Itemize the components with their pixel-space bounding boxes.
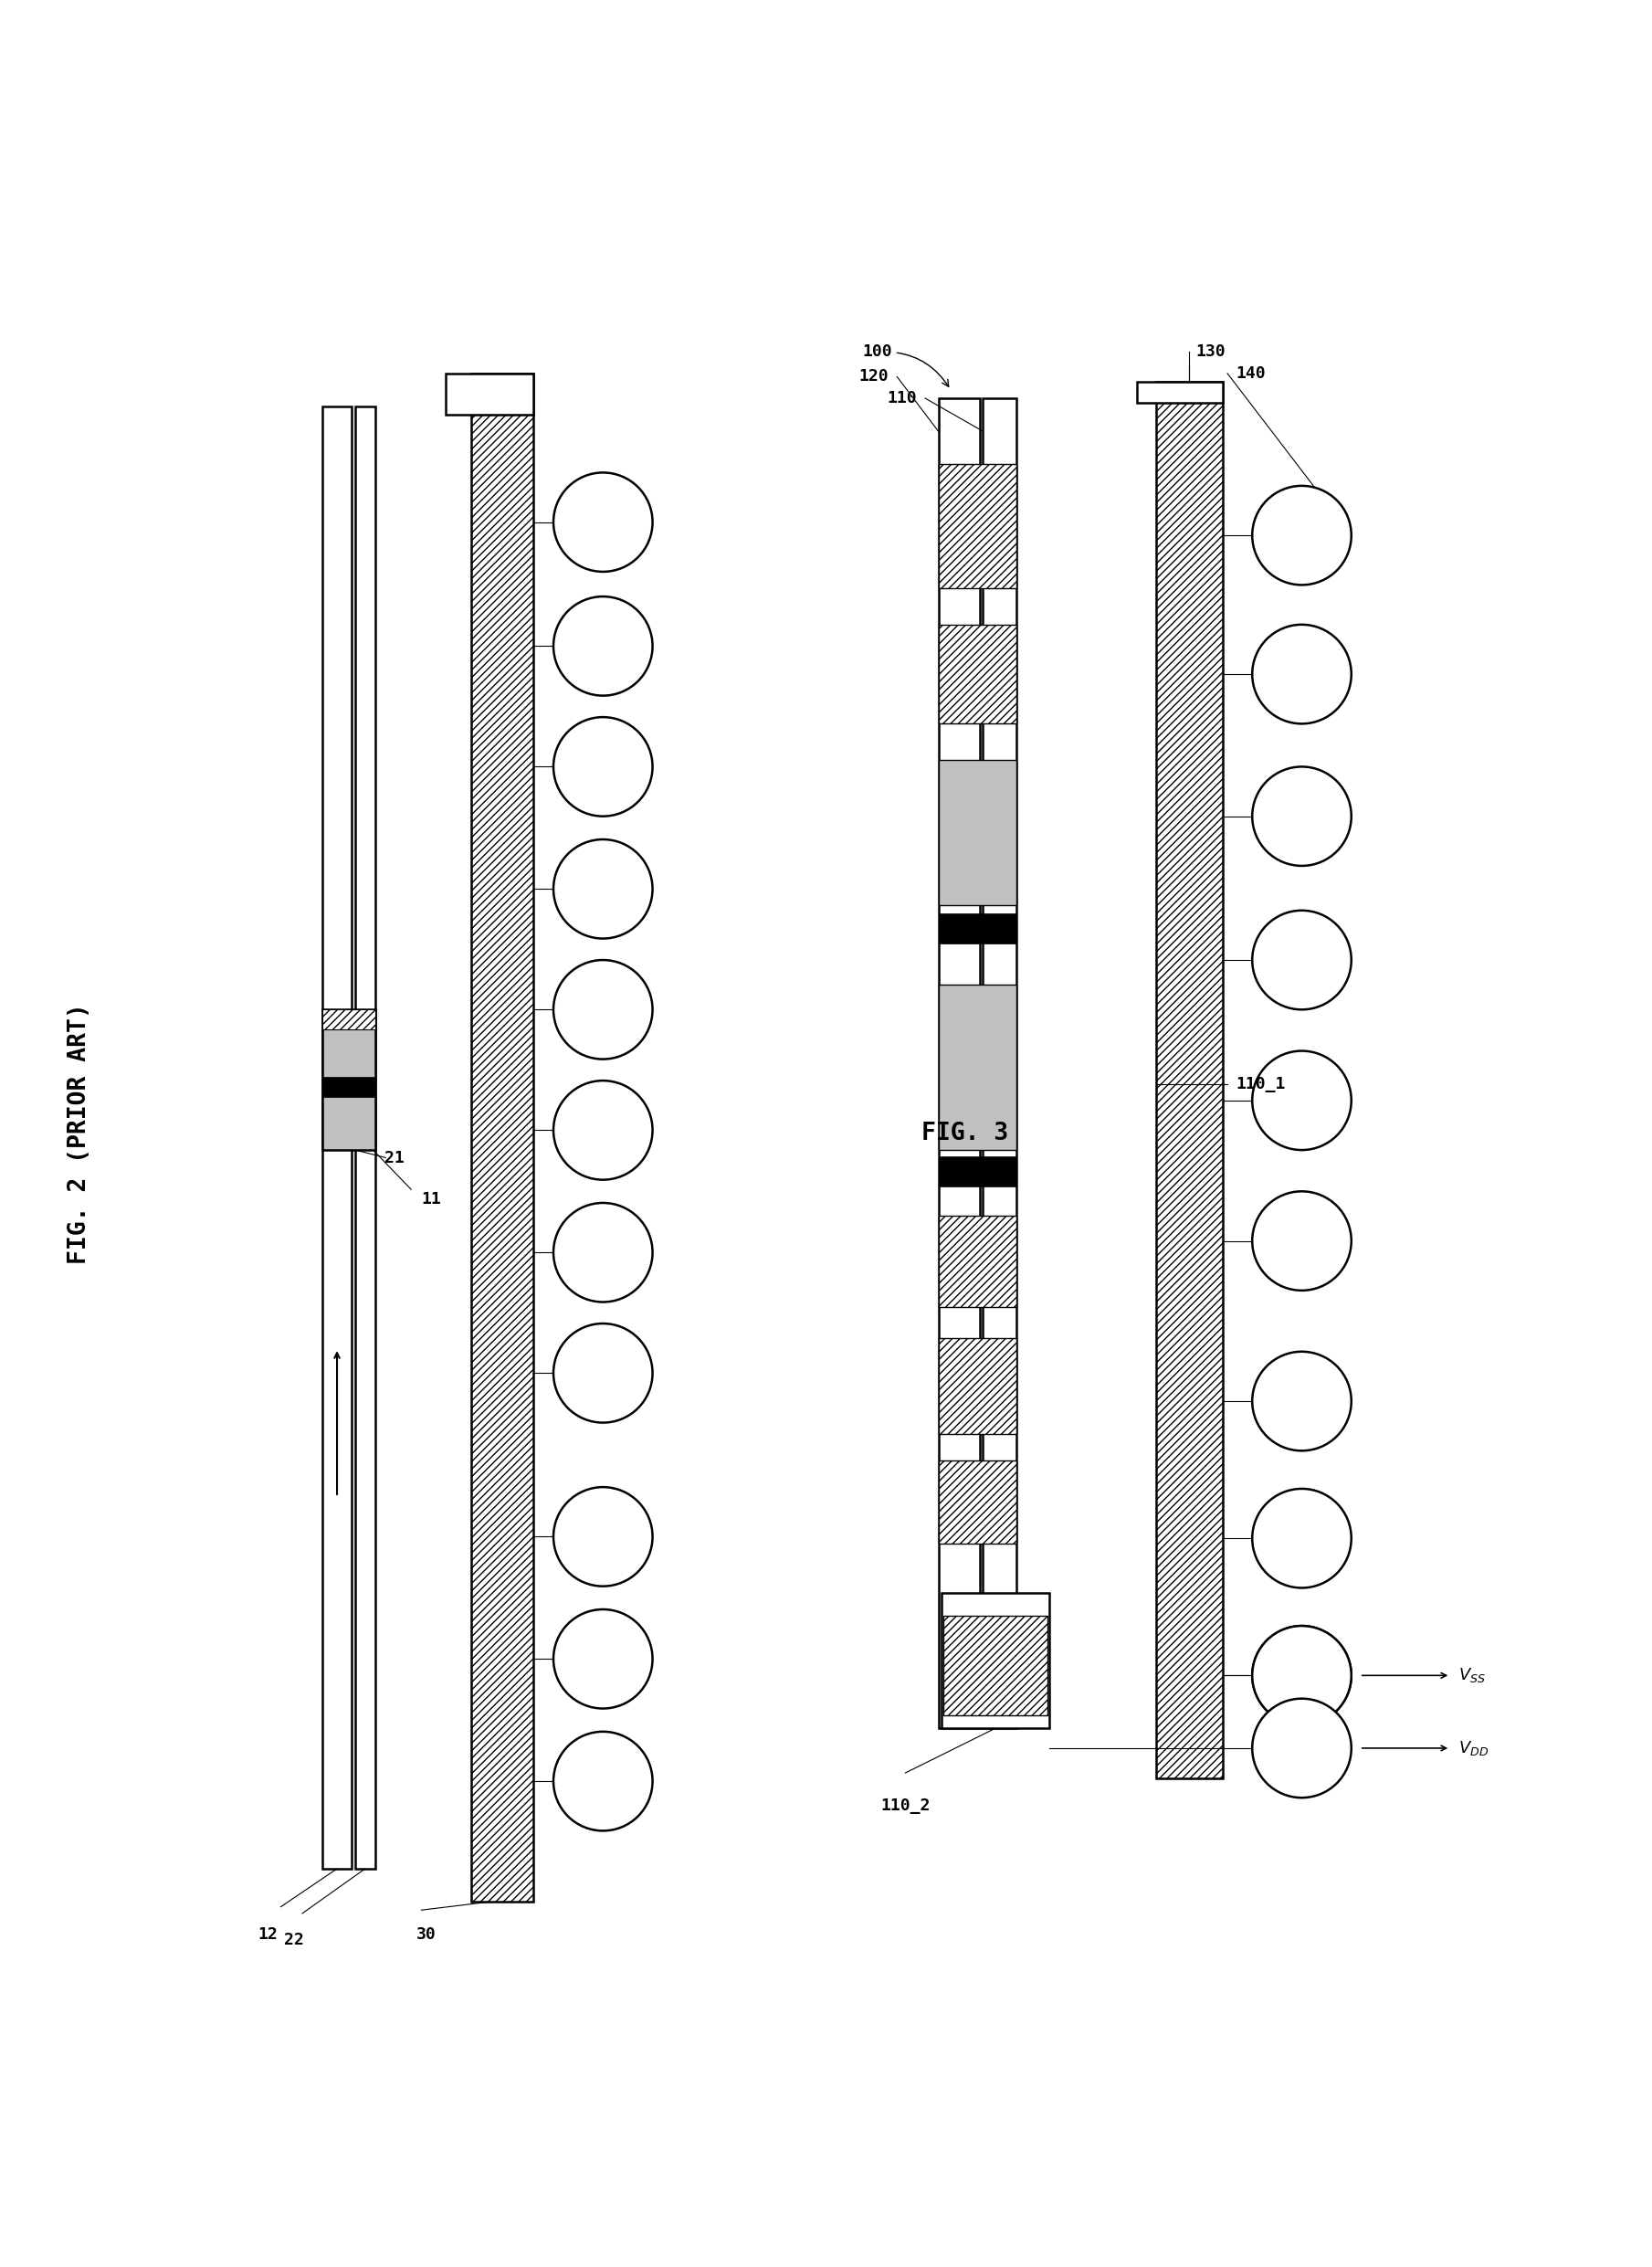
Text: 110_2: 110_2 (881, 1798, 930, 1814)
Circle shape (553, 959, 653, 1059)
Bar (1137, 381, 1222, 404)
Circle shape (553, 1732, 653, 1832)
Text: 140: 140 (1236, 365, 1265, 381)
Bar (938, 984, 1016, 1149)
Circle shape (553, 1610, 653, 1709)
Text: $V_{SS}$: $V_{SS}$ (1459, 1666, 1487, 1684)
Bar (943, 1616, 1047, 1716)
Bar (938, 399, 980, 1727)
Bar (938, 759, 1016, 905)
Bar (322, 1009, 375, 1029)
Text: 22: 22 (284, 1931, 304, 1947)
Bar (446, 374, 534, 415)
Circle shape (1252, 1489, 1351, 1587)
Text: 120: 120 (859, 370, 889, 385)
Circle shape (1252, 1052, 1351, 1149)
Bar (322, 1077, 375, 1097)
Circle shape (553, 1081, 653, 1179)
Bar (471, 374, 534, 1902)
Bar (938, 1156, 1016, 1186)
Text: 11: 11 (421, 1192, 441, 1208)
Circle shape (553, 839, 653, 939)
Circle shape (1252, 1625, 1351, 1725)
Text: FIG. 2 (PRIOR ART): FIG. 2 (PRIOR ART) (68, 1002, 91, 1265)
Circle shape (553, 472, 653, 571)
Text: 110_1: 110_1 (1236, 1077, 1285, 1093)
Bar (938, 1338, 1016, 1435)
Circle shape (1252, 766, 1351, 866)
Circle shape (553, 1487, 653, 1587)
Circle shape (553, 716, 653, 816)
Circle shape (553, 596, 653, 696)
Text: FIG. 3: FIG. 3 (922, 1122, 1008, 1145)
Bar (938, 465, 1016, 587)
Bar (355, 406, 375, 1868)
Circle shape (1252, 911, 1351, 1009)
Circle shape (553, 1324, 653, 1424)
Circle shape (1252, 626, 1351, 723)
Bar (1156, 381, 1222, 1777)
Bar (938, 1215, 1016, 1308)
Text: 30: 30 (416, 1927, 436, 1943)
Circle shape (1252, 1351, 1351, 1451)
Text: 12: 12 (258, 1927, 278, 1943)
Text: 130: 130 (1196, 345, 1226, 360)
Text: 110: 110 (887, 390, 917, 406)
Bar (938, 1460, 1016, 1544)
Text: 100: 100 (862, 345, 948, 388)
Text: 21: 21 (385, 1149, 405, 1168)
Bar (983, 399, 1016, 1727)
Bar (322, 1009, 375, 1149)
Circle shape (1252, 1698, 1351, 1798)
Circle shape (1252, 1192, 1351, 1290)
Bar (938, 914, 1016, 943)
Bar (938, 626, 1016, 723)
Text: $V_{DD}$: $V_{DD}$ (1459, 1739, 1488, 1757)
Circle shape (1252, 1625, 1351, 1725)
Bar (322, 406, 352, 1868)
Circle shape (1252, 485, 1351, 585)
Bar (942, 1594, 1049, 1727)
Circle shape (553, 1204, 653, 1301)
